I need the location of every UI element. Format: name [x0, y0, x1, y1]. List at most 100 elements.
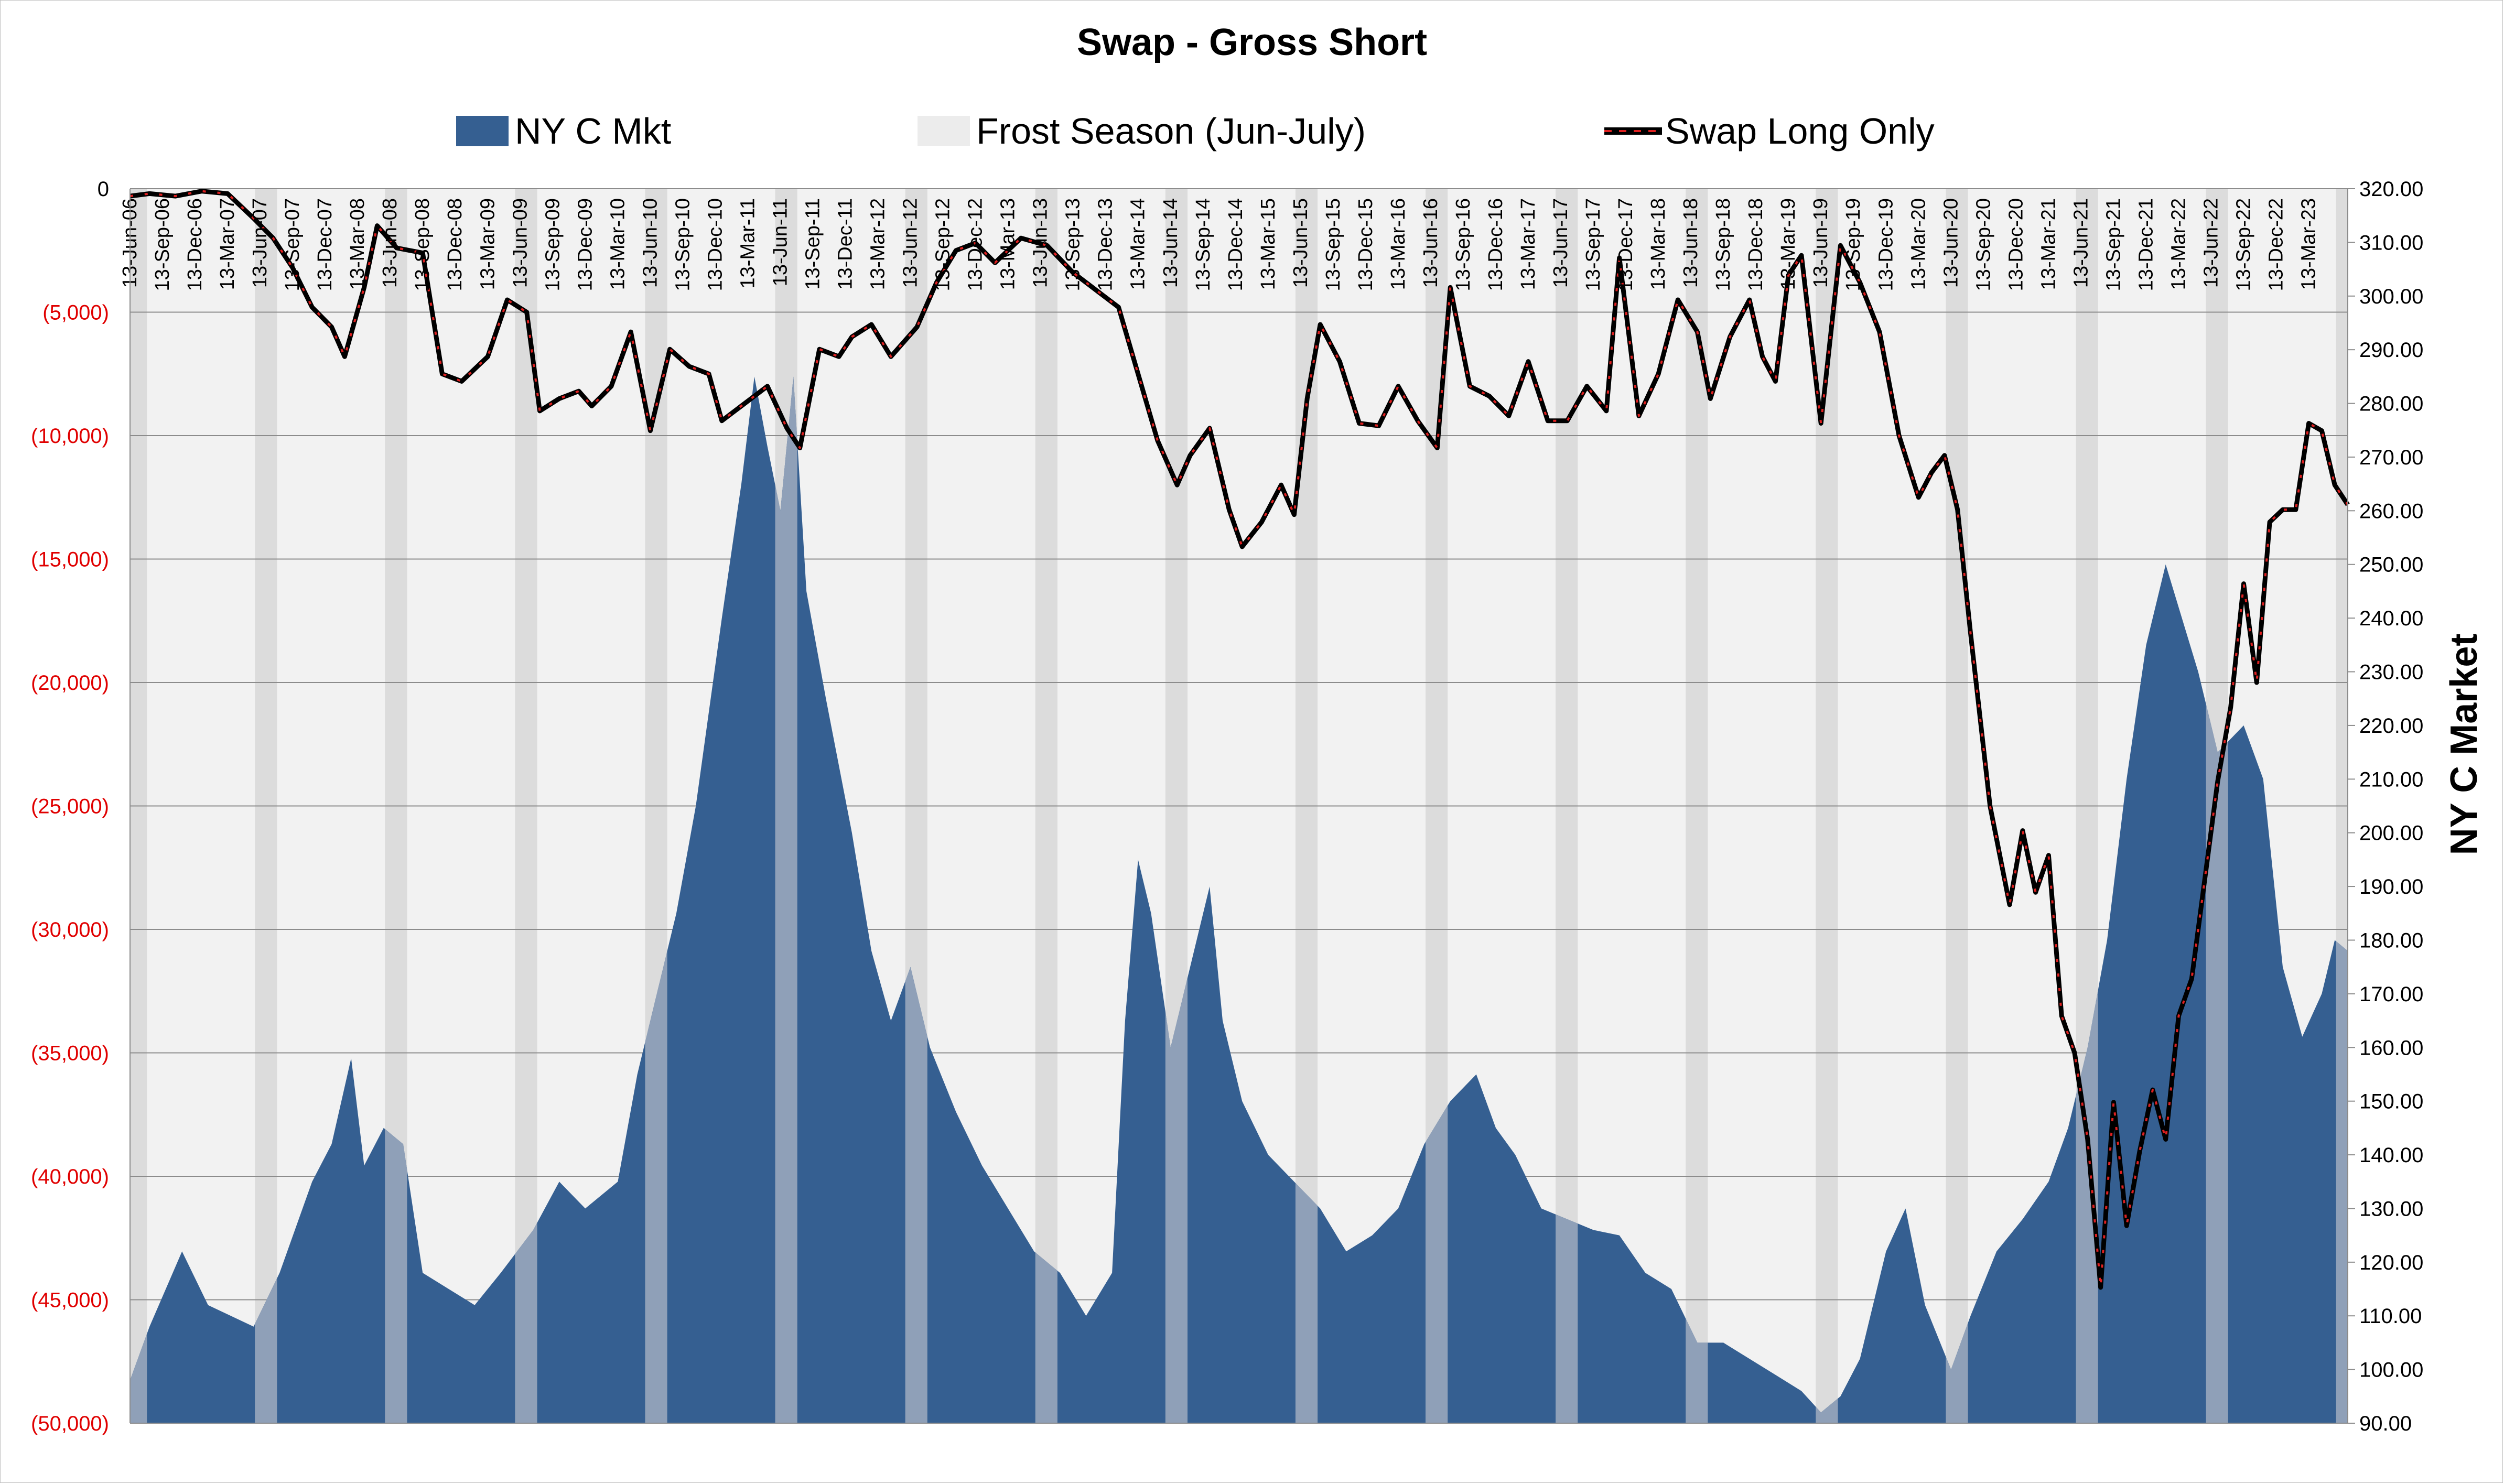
x-tick-label-19: 13-Mar-11	[737, 198, 759, 288]
x-tick-label-67: 13-Mar-23	[2298, 198, 2320, 290]
x-tick-label-41: 13-Sep-16	[1452, 198, 1474, 291]
x-tick-label-21: 13-Sep-11	[802, 198, 824, 290]
legend-frost-season: Frost Season (Jun-July)	[918, 110, 1366, 152]
x-tick-label-3: 13-Mar-07	[217, 198, 239, 290]
legend-ny-c-mkt: NY C Mkt	[456, 110, 671, 152]
x-tick-label-47: 13-Mar-18	[1647, 198, 1669, 290]
right-axis-label: NY C Market	[2443, 633, 2485, 855]
x-tick-label-30: 13-Dec-13	[1095, 198, 1117, 291]
x-tick-label-39: 13-Mar-16	[1387, 198, 1409, 290]
legend-swatch-swap-long-only	[1604, 127, 1662, 135]
x-tick-label-55: 13-Mar-20	[1907, 198, 1929, 290]
right-tick-label-20: 120.00	[2359, 1251, 2423, 1274]
x-tick-label-18: 13-Dec-10	[704, 198, 726, 291]
right-tick-label-7: 250.00	[2359, 554, 2423, 577]
x-tick-label-54: 13-Dec-19	[1875, 198, 1897, 291]
left-tick-label-8: (40,000)	[31, 1165, 109, 1188]
x-tick-label-56: 13-Jun-20	[1940, 198, 1962, 288]
x-tick-label-2: 13-Dec-06	[184, 198, 206, 291]
legend-swatch-ny-c-mkt	[456, 116, 509, 146]
x-tick-label-8: 13-Jun-08	[379, 198, 401, 288]
x-tick-label-65: 13-Sep-22	[2233, 198, 2255, 291]
x-tick-label-40: 13-Jun-16	[1420, 198, 1442, 288]
right-tick-label-14: 180.00	[2359, 929, 2423, 952]
x-tick-label-38: 13-Dec-15	[1355, 198, 1377, 291]
right-tick-label-3: 290.00	[2359, 339, 2423, 362]
x-tick-label-59: 13-Mar-21	[2037, 198, 2059, 290]
left-tick-label-0: 0	[98, 178, 109, 201]
x-tick-label-11: 13-Mar-09	[477, 198, 499, 290]
left-tick-label-2: (10,000)	[31, 425, 109, 448]
x-tick-label-63: 13-Mar-22	[2167, 198, 2189, 290]
x-tick-label-45: 13-Sep-17	[1582, 198, 1604, 291]
x-tick-label-32: 13-Jun-14	[1160, 198, 1182, 288]
x-tick-label-49: 13-Sep-18	[1712, 198, 1734, 291]
x-tick-label-61: 13-Sep-21	[2102, 198, 2124, 291]
x-tick-label-7: 13-Mar-08	[347, 198, 369, 290]
right-tick-label-11: 210.00	[2359, 768, 2423, 791]
x-tick-label-1: 13-Sep-06	[152, 198, 174, 291]
chart-title: Swap - Gross Short	[1076, 21, 1428, 63]
x-tick-label-13: 13-Sep-09	[542, 198, 564, 291]
right-tick-label-23: 90.00	[2359, 1412, 2412, 1435]
right-tick-label-9: 230.00	[2359, 661, 2423, 684]
x-tick-label-29: 13-Sep-13	[1062, 198, 1084, 291]
right-tick-label-2: 300.00	[2359, 285, 2423, 308]
x-tick-label-4: 13-Jun-07	[249, 198, 271, 288]
left-tick-label-7: (35,000)	[31, 1042, 109, 1065]
x-tick-label-5: 13-Sep-07	[282, 198, 304, 291]
right-tick-label-22: 100.00	[2359, 1359, 2423, 1382]
right-tick-label-4: 280.00	[2359, 393, 2423, 416]
series-swap-long-only-line	[129, 189, 2350, 1290]
x-tick-label-31: 13-Mar-14	[1127, 198, 1149, 290]
x-tick-label-52: 13-Jun-19	[1810, 198, 1832, 288]
right-tick-label-19: 130.00	[2359, 1197, 2423, 1220]
right-tick-label-12: 200.00	[2359, 822, 2423, 845]
x-tick-label-9: 13-Sep-08	[412, 198, 434, 291]
left-tick-label-5: (25,000)	[31, 795, 109, 818]
right-tick-label-16: 160.00	[2359, 1036, 2423, 1059]
x-tick-label-22: 13-Dec-11	[835, 198, 857, 290]
legend-swap-long-only: Swap Long Only	[1604, 110, 1935, 152]
left-tick-label-4: (20,000)	[31, 671, 109, 695]
right-tick-label-17: 150.00	[2359, 1090, 2423, 1113]
x-tick-label-60: 13-Jun-21	[2070, 198, 2092, 288]
left-tick-label-1: (5,000)	[42, 301, 109, 324]
x-tick-label-64: 13-Jun-22	[2200, 198, 2222, 288]
x-tick-label-42: 13-Dec-16	[1485, 198, 1507, 291]
right-tick-label-0: 320.00	[2359, 178, 2423, 201]
legend-swatch-frost-season	[918, 116, 970, 146]
x-tick-label-34: 13-Dec-14	[1225, 198, 1247, 291]
x-tick-label-66: 13-Dec-22	[2265, 198, 2287, 291]
right-tick-label-5: 270.00	[2359, 446, 2423, 469]
right-tick-label-18: 140.00	[2359, 1144, 2423, 1167]
x-tick-label-57: 13-Sep-20	[1972, 198, 1994, 291]
legend-label-swap-long-only: Swap Long Only	[1665, 111, 1935, 151]
right-tick-label-8: 240.00	[2359, 607, 2423, 630]
x-tick-label-44: 13-Jun-17	[1550, 198, 1572, 288]
x-tick-label-26: 13-Dec-12	[965, 198, 987, 291]
x-tick-label-48: 13-Jun-18	[1680, 198, 1702, 288]
x-tick-label-37: 13-Sep-15	[1322, 198, 1344, 291]
x-tick-label-53: 13-Sep-19	[1842, 198, 1864, 291]
series-ny-c-mkt-area	[130, 376, 2348, 1423]
x-tick-label-6: 13-Dec-07	[314, 198, 336, 291]
x-tick-label-36: 13-Jun-15	[1290, 198, 1312, 288]
right-tick-label-10: 220.00	[2359, 714, 2423, 738]
x-tick-label-28: 13-Jun-13	[1030, 198, 1052, 288]
right-tick-label-21: 110.00	[2359, 1305, 2422, 1328]
legend-label-frost-season: Frost Season (Jun-July)	[976, 111, 1366, 151]
x-tick-label-25: 13-Sep-12	[932, 198, 954, 291]
x-tick-label-16: 13-Jun-10	[639, 198, 661, 288]
x-tick-label-24: 13-Jun-12	[900, 198, 922, 288]
x-tick-label-46: 13-Dec-17	[1615, 198, 1637, 291]
right-tick-label-1: 310.00	[2359, 231, 2423, 254]
x-tick-label-12: 13-Jun-09	[509, 198, 531, 288]
x-tick-label-51: 13-Mar-19	[1777, 198, 1799, 290]
right-tick-label-15: 170.00	[2359, 983, 2423, 1006]
x-tick-label-23: 13-Mar-12	[867, 198, 889, 290]
right-tick-label-6: 260.00	[2359, 500, 2423, 523]
left-tick-label-3: (15,000)	[31, 548, 109, 571]
left-tick-label-6: (30,000)	[31, 918, 109, 941]
